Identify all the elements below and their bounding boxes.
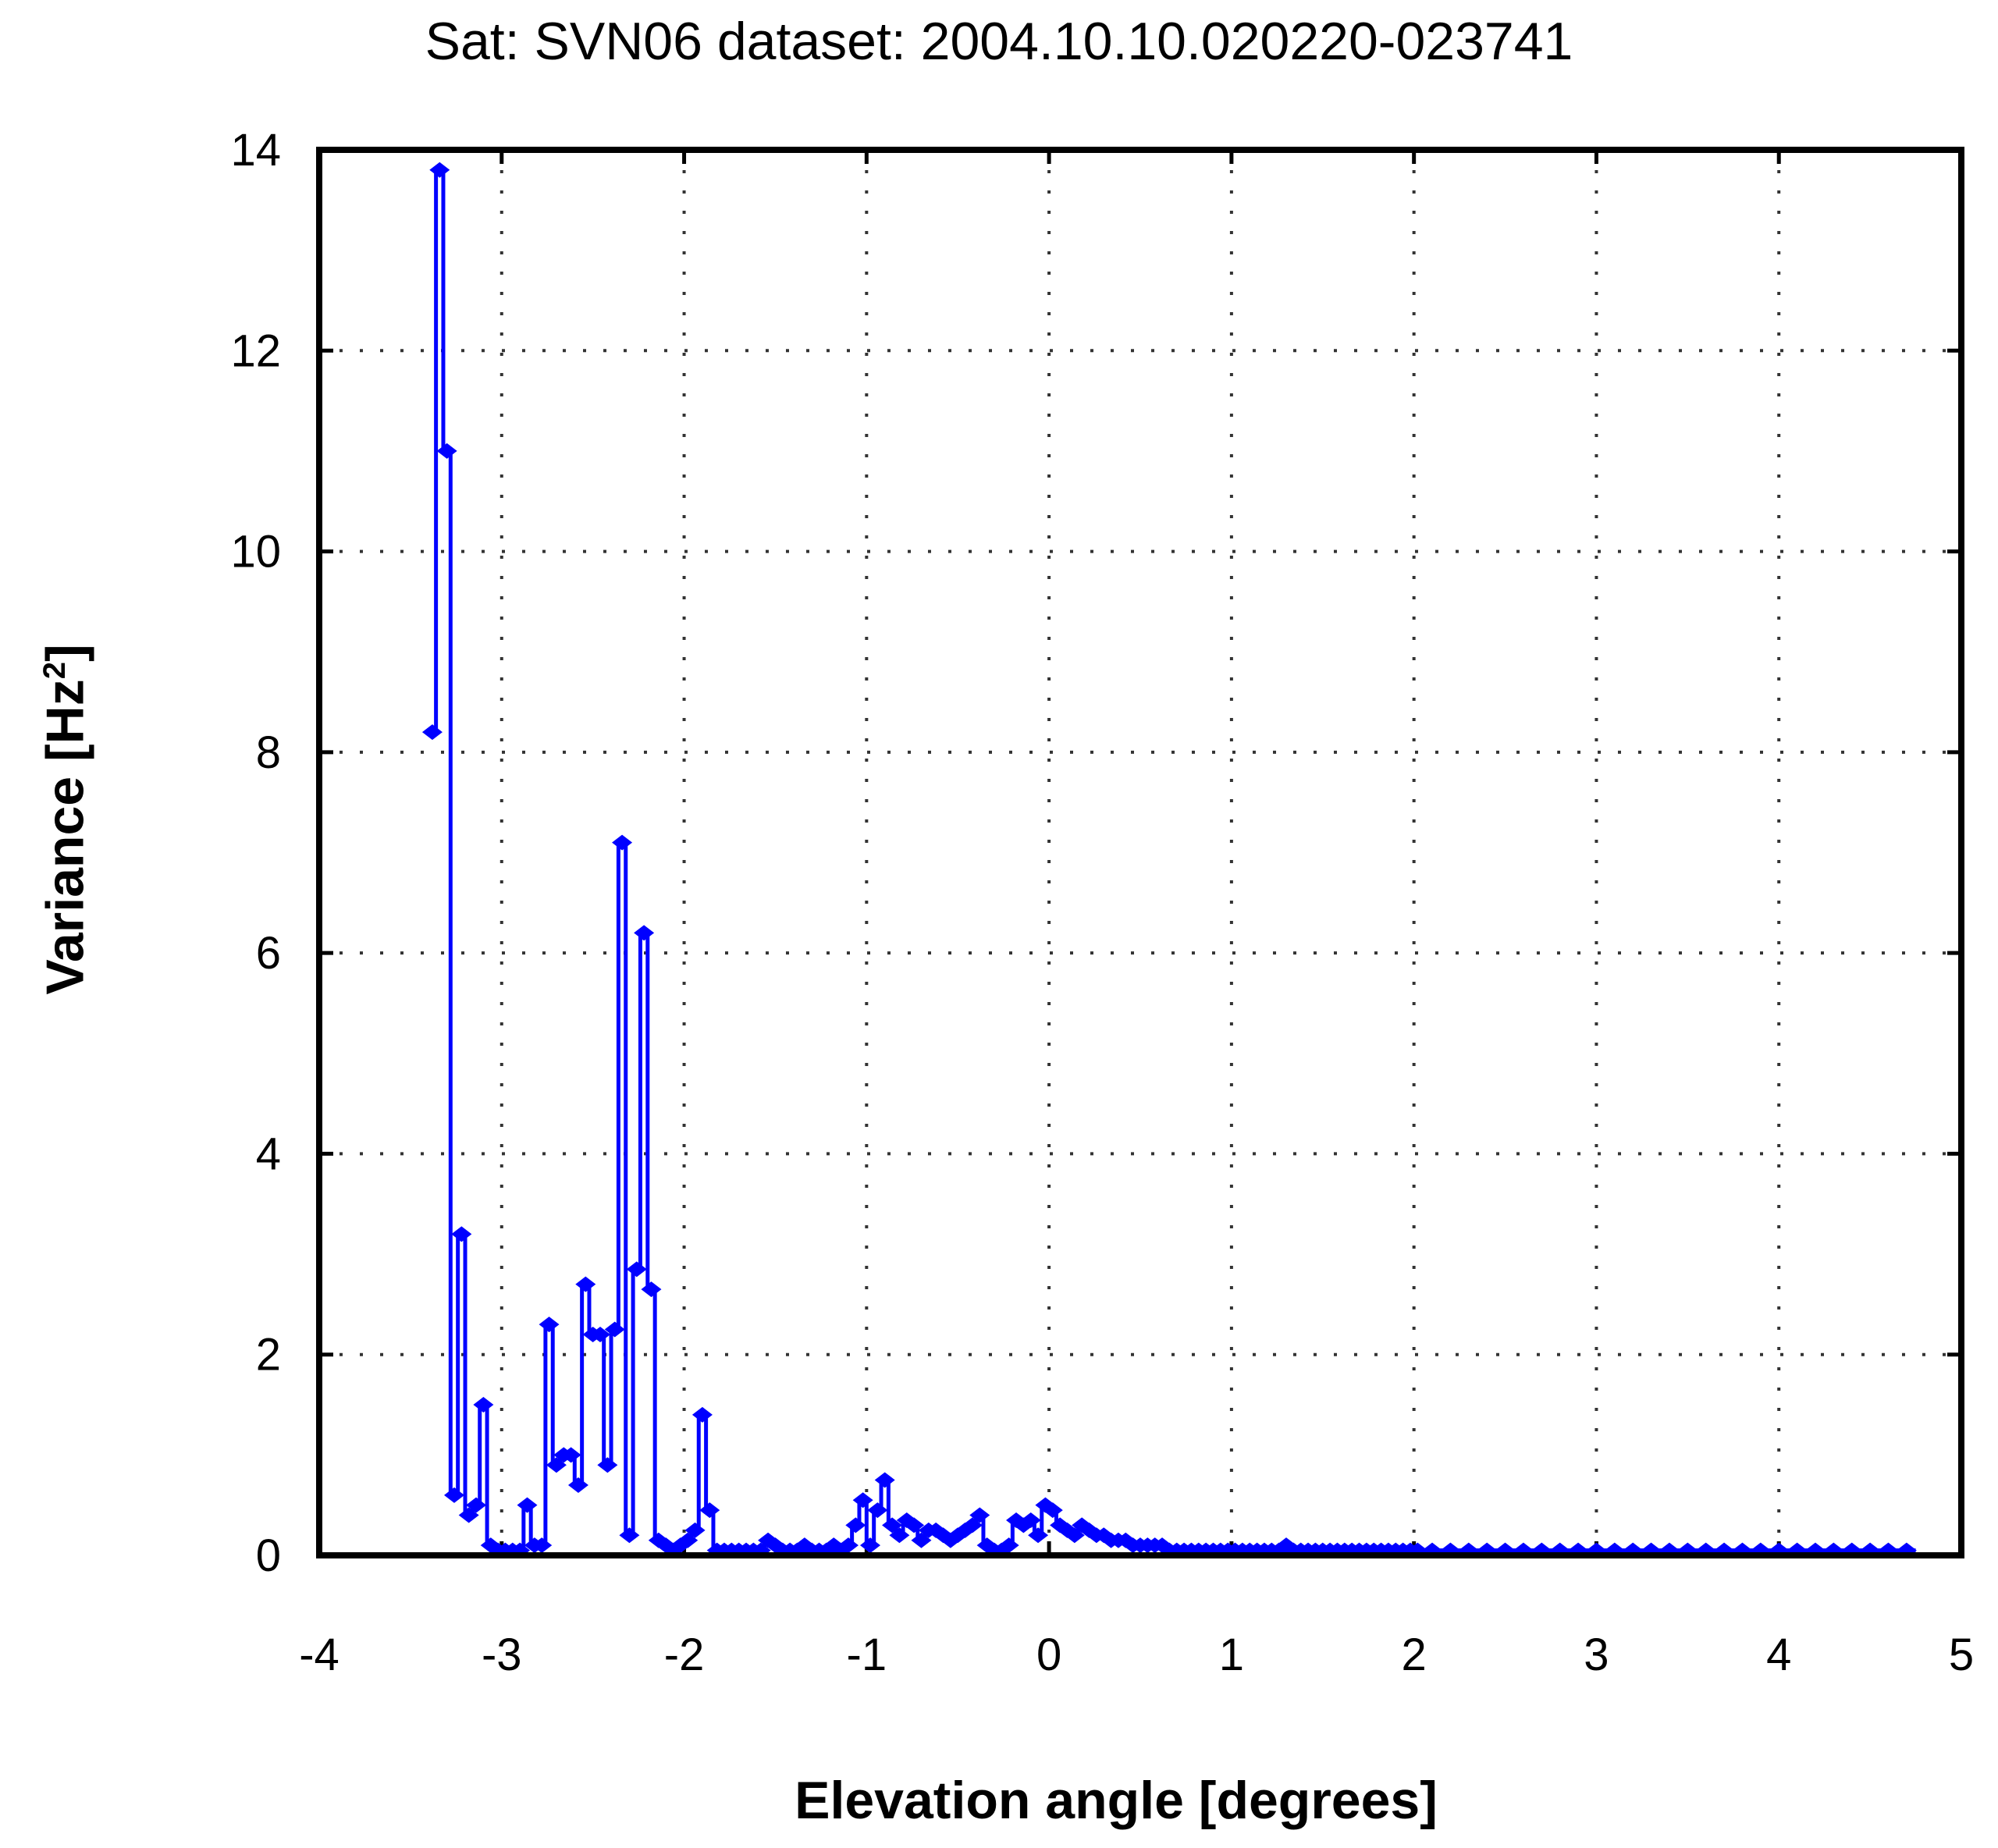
y-tick-label: 10 [230,527,281,578]
data-point-marker [867,1502,888,1519]
data-point-marker [969,1507,990,1523]
y-tick-label: 12 [230,325,281,376]
data-point-marker [852,1492,873,1509]
x-tick-label: -3 [482,1629,522,1680]
y-tick-label: 2 [256,1330,281,1381]
data-point-marker [882,1517,903,1533]
data-point-marker [1064,1527,1085,1544]
data-point-marker [845,1517,866,1533]
x-tick-label: 4 [1766,1629,1791,1680]
data-point-marker [874,1472,895,1488]
data-point-marker [1028,1527,1049,1544]
x-tick-label: -4 [299,1629,340,1680]
data-point-marker [904,1517,925,1533]
data-point-marker [473,1397,494,1413]
data-point-marker [998,1537,1019,1554]
x-tick-label: 1 [1219,1629,1244,1680]
data-point-marker [691,1406,713,1423]
data-point-marker [634,925,655,941]
data-point-marker [539,1317,560,1333]
y-tick-label: 8 [256,727,281,778]
x-tick-label: 2 [1402,1629,1427,1680]
data-point-marker [443,1487,464,1503]
data-point-marker [436,442,457,459]
data-point-marker [517,1497,538,1513]
series-line [432,168,1916,1553]
x-axis-label: Elevation angle [degrees] [795,1771,1438,1830]
data-point-marker [612,834,633,851]
data-point-marker [962,1517,983,1533]
y-tick-label: 4 [256,1128,281,1179]
data-point-marker [546,1457,567,1473]
x-tick-label: -1 [847,1629,887,1680]
data-point-marker [531,1537,553,1554]
x-tick-label: -2 [664,1629,705,1680]
data-point-marker [860,1537,881,1554]
data-point-marker [684,1522,706,1538]
data-point-marker [421,724,443,741]
data-point-marker [590,1326,611,1342]
data-point-marker [889,1527,910,1544]
data-point-marker [560,1447,581,1463]
data-point-marker [466,1497,487,1513]
data-point-marker [641,1281,662,1298]
data-point-marker [699,1502,720,1519]
x-tick-label: 0 [1036,1629,1061,1680]
chart-title: Sat: SVN06 dataset: 2004.10.10.020220-02… [425,12,1573,71]
y-tick-label: 0 [256,1530,281,1581]
data-point-marker [911,1532,932,1548]
data-point-marker [575,1276,596,1292]
data-point-marker [677,1532,699,1548]
y-tick-label: 14 [230,125,281,176]
x-tick-label: 5 [1949,1629,1974,1680]
data-point-marker [429,162,450,178]
data-point-marker [1042,1502,1063,1519]
plot-frame [316,147,1964,1558]
data-point-marker [451,1226,472,1242]
axis-ticks [319,150,1961,1555]
data-point-marker [626,1261,647,1278]
y-tick-label: 6 [256,928,281,979]
grid-lines [319,150,1961,1555]
data-point-marker [619,1527,640,1544]
data-point-marker [604,1321,625,1338]
data-point-marker [837,1537,859,1554]
data-point-marker [597,1457,618,1473]
data-point-marker [458,1507,479,1523]
x-tick-label: 3 [1584,1629,1609,1680]
data-point-marker [1020,1512,1041,1528]
data-point-marker [567,1477,588,1493]
data-series [421,162,1917,1558]
